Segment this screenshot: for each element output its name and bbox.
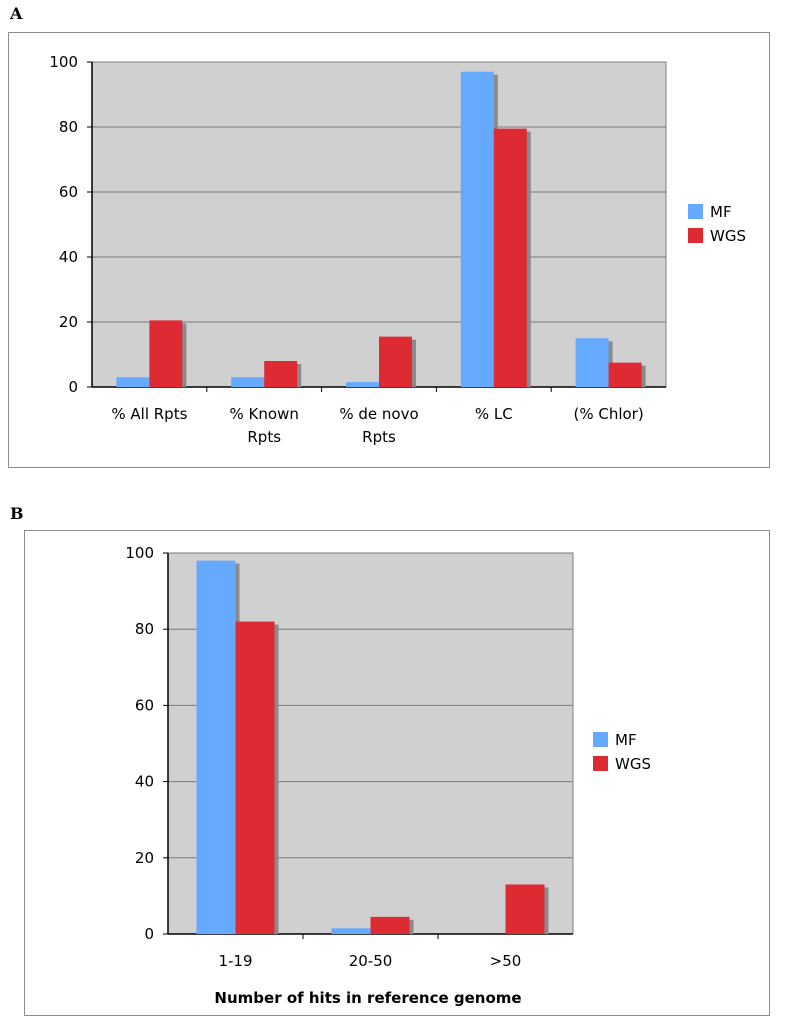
chart-a-ytick-label: 0: [68, 378, 78, 396]
chart-a-bar-mf: [575, 338, 609, 387]
chart-a-category-label: Rpts: [247, 428, 281, 446]
chart-b-frame: [24, 530, 770, 1016]
chart-a-bar-mf: [346, 382, 379, 387]
chart-a-legend-swatch-wgs: [688, 228, 703, 243]
chart-a-ytick-label: 60: [59, 183, 78, 201]
chart-a-category-label: % All Rpts: [111, 405, 187, 423]
chart-a-bar-wgs: [493, 128, 527, 387]
chart-a-ytick-label: 40: [59, 248, 78, 266]
chart-a-plot-area: [91, 61, 667, 388]
chart-a-bar-wgs: [149, 320, 183, 387]
chart-a-legend-label-mf: MF: [710, 203, 732, 221]
chart-a-category-label: Rpts: [362, 428, 396, 446]
chart-a-category-label: (% Chlor): [573, 405, 643, 423]
chart-a-bar-wgs: [264, 361, 298, 387]
panel-b-letter: B: [10, 504, 24, 523]
chart-a-bar-mf: [460, 71, 494, 387]
chart-a-bar-wgs: [379, 336, 412, 387]
chart-a-ytick-label: 100: [49, 53, 78, 71]
chart-a-bar-mf: [231, 377, 265, 387]
chart-a-legend-swatch-mf: [688, 204, 703, 219]
chart-a-ytick-label: 20: [59, 313, 78, 331]
chart-a-category-label: % de novo: [339, 405, 418, 423]
chart-a-legend-label-wgs: WGS: [710, 227, 746, 245]
chart-a-ytick-label: 80: [59, 118, 78, 136]
chart-a-bar-mf: [116, 377, 150, 387]
chart-a-bar-wgs: [608, 362, 642, 387]
panel-a-letter: A: [10, 4, 23, 23]
chart-a-category-label: % Known: [230, 405, 299, 423]
chart-a-category-label: % LC: [475, 405, 513, 423]
